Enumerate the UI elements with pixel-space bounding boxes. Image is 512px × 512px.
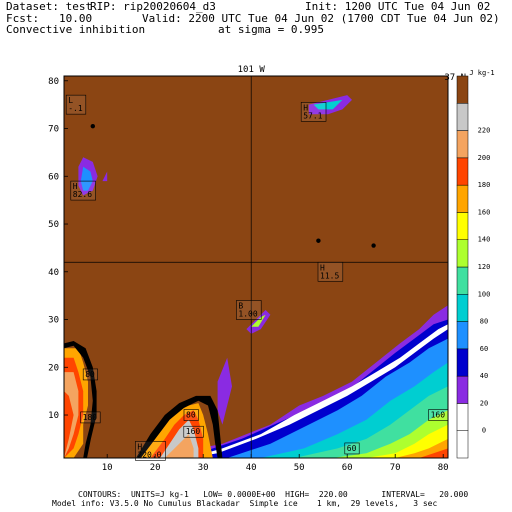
init-label: Init: 1200 UTC Tue 04 Jun 02 <box>305 0 491 13</box>
y-tick-label: 60 <box>48 172 59 182</box>
colorbar-swatch <box>456 266 469 295</box>
model-info: Model info: V3.5.0 No Cumulus Blackadar … <box>52 499 438 508</box>
annotation-box <box>300 102 327 122</box>
colorbar-label: 120 <box>478 263 491 271</box>
annotation-box <box>135 441 166 461</box>
station-dot <box>371 243 376 248</box>
x-tick-label: 60 <box>342 463 353 473</box>
extremum-label: H <box>137 442 142 451</box>
extremum-label: H <box>320 263 325 272</box>
y-tick-label: 70 <box>48 125 59 135</box>
annotation-box <box>70 180 96 201</box>
extremum-label: 57.1 <box>303 111 322 120</box>
colorbar-label: 100 <box>478 290 491 298</box>
colorbar-label: 220 <box>478 127 491 135</box>
plot-frame <box>63 75 449 459</box>
colorbar-label: 60 <box>480 345 488 353</box>
contour-value-label: 160 <box>431 411 446 420</box>
colorbar-swatch <box>456 348 469 377</box>
colorbar-swatch <box>456 321 469 350</box>
latitude-label: 37 N <box>444 73 466 83</box>
colorbar-label: 180 <box>478 181 491 189</box>
y-tick-label: 30 <box>48 316 59 326</box>
field-title: Convective inhibition <box>6 23 146 36</box>
annotation-box <box>236 300 262 320</box>
colorbar-label: 0 <box>482 427 486 435</box>
colorbar-swatch <box>456 239 469 268</box>
cin-contour-band <box>64 391 74 458</box>
colorbar-label: 40 <box>480 372 488 380</box>
sigma-level-label: at sigma = 0.995 <box>218 23 324 36</box>
forecast-label: Fcst: 10.00 <box>6 12 93 25</box>
contour-value-label: 60 <box>347 444 357 453</box>
cin-cell <box>313 99 343 110</box>
contour-value-label: 160 <box>186 427 201 436</box>
dataset-label: Dataset: test <box>6 0 93 13</box>
colorbar-swatch <box>456 430 469 459</box>
valid-label: Valid: 2200 UTC Tue 04 Jun 02 (1700 CDT … <box>142 12 500 25</box>
colorbar-unit: J kg-1 <box>469 69 494 77</box>
annotation-box <box>317 261 344 282</box>
colorbar-label: 20 <box>480 399 488 407</box>
annotation-box <box>183 409 199 421</box>
annotation-box <box>65 94 87 115</box>
longitude-label: 101 W <box>238 65 266 75</box>
annotation-box <box>80 411 101 424</box>
y-tick-label: 80 <box>48 77 59 87</box>
contour-value-label: 180 <box>83 413 98 422</box>
x-tick-label: 30 <box>198 463 209 473</box>
x-tick-label: 10 <box>102 463 113 473</box>
cin-cell <box>80 166 93 191</box>
contour-value-label: 80 <box>85 370 95 379</box>
y-tick-label: 40 <box>48 268 59 278</box>
annotation-box <box>428 409 449 421</box>
station-dot <box>316 238 321 243</box>
colorbar-swatch <box>456 130 469 159</box>
cin-contour-band <box>164 434 194 458</box>
x-tick-label: 20 <box>150 463 161 473</box>
extremum-label: B <box>238 301 243 310</box>
colorbar-label: 200 <box>478 154 491 162</box>
extremum-label: H <box>73 182 78 191</box>
x-tick-label: 70 <box>390 463 401 473</box>
cin-cell <box>251 314 266 327</box>
x-tick-label: 40 <box>246 463 257 473</box>
colorbar-swatch <box>456 103 469 131</box>
extremum-label: 1.00 <box>238 309 257 318</box>
colorbar-swatch <box>456 75 469 104</box>
cin-contour-line <box>136 395 223 458</box>
x-tick-label: 50 <box>294 463 305 473</box>
colorbar-swatch <box>456 184 469 213</box>
extremum-label: -.1 <box>68 104 83 113</box>
x-tick-label: 80 <box>438 463 449 473</box>
y-tick-label: 20 <box>48 363 59 373</box>
annotation-box <box>344 442 360 455</box>
colorbar-swatch <box>456 375 469 404</box>
cin-contour-line <box>64 341 97 458</box>
extremum-label: 82.6 <box>73 190 92 199</box>
rip-label: RIP: rip20020604_d3 <box>90 0 216 13</box>
extremum-label: 11.5 <box>320 271 339 280</box>
colorbar-label: 140 <box>478 236 491 244</box>
extremum-label: H <box>303 103 308 112</box>
y-tick-label: 10 <box>48 411 59 421</box>
cin-contour-band <box>217 357 232 425</box>
colorbar-swatch <box>456 403 469 431</box>
colorbar-swatch <box>456 157 469 186</box>
extremum-label: 220.0 <box>137 450 161 459</box>
extremum-label: L <box>68 96 73 105</box>
contour-info: CONTOURS: UNITS=J kg-1 LOW= 0.0000E+00 H… <box>78 490 469 499</box>
colorbar-swatch <box>456 294 469 322</box>
station-dot <box>90 123 96 129</box>
colorbar-swatch <box>456 212 469 240</box>
annotation-box <box>183 425 204 438</box>
colorbar-label: 160 <box>478 208 491 216</box>
colorbar-label: 80 <box>480 318 488 326</box>
contour-value-label: 80 <box>186 411 196 420</box>
cin-cell <box>102 171 108 182</box>
annotation-box <box>82 368 98 381</box>
y-tick-label: 50 <box>48 220 59 230</box>
cin-contour-band <box>419 448 448 458</box>
